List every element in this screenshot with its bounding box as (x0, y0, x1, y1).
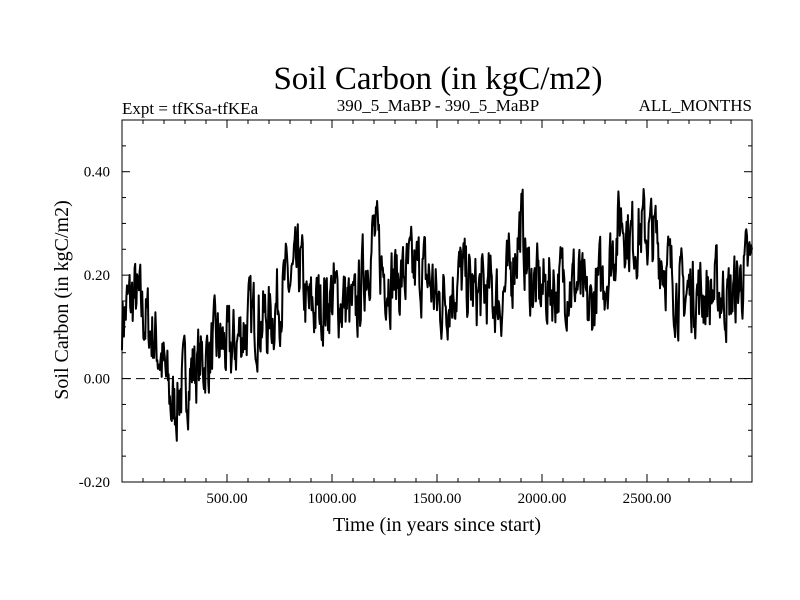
x-tick-label: 500.00 (206, 491, 247, 507)
y-tick-label: -0.20 (79, 475, 110, 491)
chart-title: Soil Carbon (in kgC/m2) (273, 61, 602, 97)
x-tick-label: 1500.00 (413, 491, 462, 507)
y-tick-label: 0.40 (84, 165, 110, 181)
subtitle-months: ALL_MONTHS (639, 96, 752, 115)
subtitle-experiment: Expt = tfKSa-tfKEa (122, 99, 259, 118)
series-line (121, 188, 753, 442)
y-axis-label: Soil Carbon (in kgC/m2) (51, 200, 73, 399)
x-tick-label: 2000.00 (518, 491, 567, 507)
subtitle-period: 390_5_MaBP - 390_5_MaBP (337, 96, 539, 115)
y-tick-label: 0.20 (84, 268, 110, 284)
x-tick-label: 2500.00 (623, 491, 672, 507)
x-tick-label: 1000.00 (308, 491, 357, 507)
y-tick-label: 0.00 (84, 372, 110, 388)
x-axis-label: Time (in years since start) (333, 514, 541, 536)
